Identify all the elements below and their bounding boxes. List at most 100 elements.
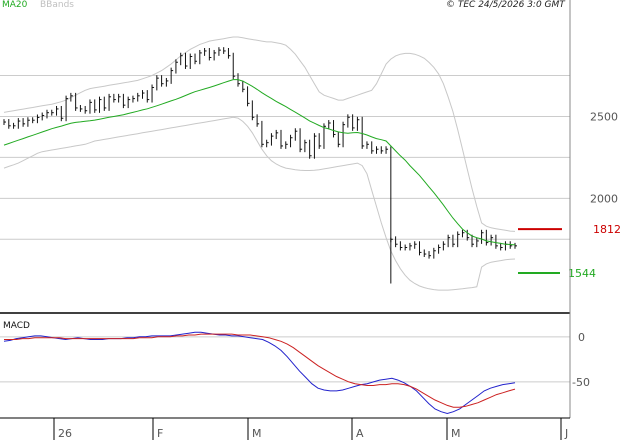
price-bar-39 xyxy=(189,53,193,69)
price-bar-54 xyxy=(261,120,264,148)
price-bar-21 xyxy=(103,96,107,111)
price-bar-50 xyxy=(242,80,245,93)
price-bar-55 xyxy=(266,139,269,148)
price-bar-2 xyxy=(13,122,16,129)
price-bar-18 xyxy=(89,99,92,114)
price-bar-0 xyxy=(3,119,6,125)
bollinger-bands xyxy=(3,36,516,291)
legend-bbands: BBands xyxy=(40,0,74,10)
bbands-line-upper xyxy=(3,36,516,232)
price-bar-5 xyxy=(27,117,30,127)
price-bar-47 xyxy=(227,47,231,59)
price-bar-6 xyxy=(32,117,35,124)
price-levels: 1812 1544 xyxy=(518,223,621,280)
price-bar-51 xyxy=(247,86,250,107)
price-bar-19 xyxy=(94,99,97,113)
ma20-line xyxy=(3,79,516,246)
price-bar-57 xyxy=(275,129,279,140)
price-bar-31 xyxy=(151,84,155,103)
price-bar-62 xyxy=(299,128,303,153)
price-bar-8 xyxy=(41,112,45,121)
price-bar-93 xyxy=(447,234,451,248)
price-bar-14 xyxy=(70,92,73,102)
price-bar-36 xyxy=(175,59,178,74)
price-bar-95 xyxy=(457,231,460,248)
price-bar-101 xyxy=(485,229,489,246)
price-bar-96 xyxy=(461,229,465,238)
price-bar-104 xyxy=(500,242,503,251)
price-bar-12 xyxy=(60,105,64,122)
price-bar-11 xyxy=(56,105,59,116)
price-bar-76 xyxy=(366,141,369,149)
price-bar-98 xyxy=(471,234,475,248)
price-bar-22 xyxy=(108,93,112,111)
price-bar-74 xyxy=(356,116,360,131)
price-bar-80 xyxy=(385,146,389,154)
price-bar-58 xyxy=(280,129,283,149)
price-bar-78 xyxy=(376,146,379,154)
price-bar-28 xyxy=(137,92,140,102)
price-bar-3 xyxy=(17,118,21,129)
price-bar-75 xyxy=(361,116,365,149)
price-bar-90 xyxy=(433,247,436,259)
price-bar-34 xyxy=(165,77,169,87)
x-tick-label-2: M xyxy=(252,427,262,440)
price-bar-41 xyxy=(199,49,202,65)
price-bar-103 xyxy=(495,234,498,249)
price-bar-69 xyxy=(333,120,336,138)
price-bar-81 xyxy=(390,146,393,243)
x-tick-label-3: A xyxy=(356,427,364,440)
price-bar-88 xyxy=(423,249,427,257)
price-bar-73 xyxy=(352,114,355,131)
price-bar-60 xyxy=(290,134,293,148)
price-bar-85 xyxy=(409,242,412,251)
price-bar-91 xyxy=(438,244,441,254)
price-bar-86 xyxy=(414,241,417,249)
level-label-support: 1544 xyxy=(568,267,596,280)
price-bar-30 xyxy=(146,90,150,103)
price-bar-20 xyxy=(99,96,102,113)
price-bar-26 xyxy=(127,96,131,109)
price-bar-37 xyxy=(180,52,183,66)
price-bar-53 xyxy=(256,114,260,127)
bbands-line-lower xyxy=(3,116,516,291)
price-bar-1 xyxy=(8,119,11,129)
price-bar-27 xyxy=(132,95,135,103)
price-bar-105 xyxy=(504,241,508,251)
price-bar-44 xyxy=(213,49,217,61)
macd-panel-title: MACD xyxy=(3,321,30,331)
price-bar-29 xyxy=(141,90,145,99)
x-tick-label-0: 26 xyxy=(58,427,72,440)
price-bar-33 xyxy=(161,75,164,87)
price-bar-7 xyxy=(36,114,40,124)
price-bar-52 xyxy=(251,100,255,121)
price-bar-84 xyxy=(404,244,408,251)
price-bar-46 xyxy=(223,47,226,54)
macd-y-tick-label-1: -50 xyxy=(572,376,590,389)
x-tick-label-4: M xyxy=(451,427,461,440)
price-bar-40 xyxy=(194,53,198,65)
macd-y-tick-label-0: 0 xyxy=(578,331,585,344)
legend-ma20: MA20 xyxy=(2,0,28,10)
macd-line-signal xyxy=(4,333,516,408)
x-tick-label-5: J xyxy=(564,427,568,440)
x-tick-label-1: F xyxy=(157,427,163,440)
price-bar-15 xyxy=(75,92,78,111)
level-label-resistance: 1812 xyxy=(593,223,621,236)
price-bar-71 xyxy=(342,121,346,148)
price-bar-38 xyxy=(184,52,188,69)
price-bar-77 xyxy=(371,141,374,154)
price-bar-82 xyxy=(395,236,398,248)
price-bar-99 xyxy=(476,237,479,248)
price-bar-102 xyxy=(490,234,494,246)
price-bar-4 xyxy=(22,118,26,127)
price-bar-68 xyxy=(328,120,331,130)
price-bar-63 xyxy=(304,139,307,153)
price-bar-13 xyxy=(65,95,69,122)
price-bar-87 xyxy=(418,241,422,256)
price-bar-61 xyxy=(294,128,298,141)
price-bar-48 xyxy=(232,52,236,80)
price-bar-56 xyxy=(270,133,274,146)
price-bar-42 xyxy=(204,47,207,56)
